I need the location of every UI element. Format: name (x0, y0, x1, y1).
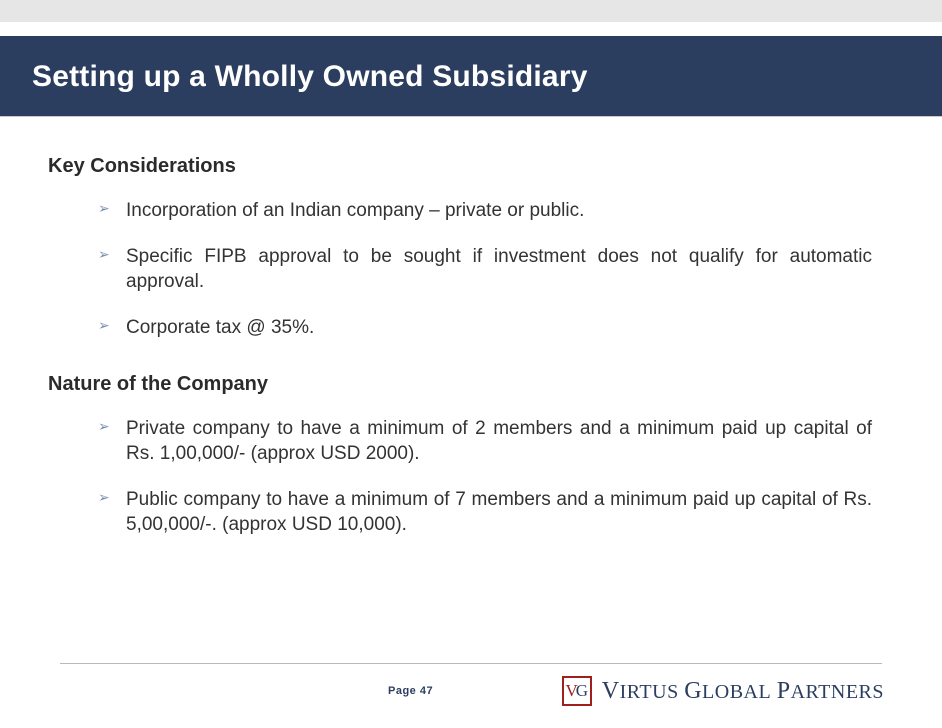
top-gray-bar (0, 0, 942, 22)
bullet-list-1: Incorporation of an Indian company – pri… (98, 198, 872, 341)
content-area: Key Considerations Incorporation of an I… (0, 117, 942, 538)
title-bar: Setting up a Wholly Owned Subsidiary (0, 38, 942, 117)
bullet-item: Public company to have a minimum of 7 me… (98, 487, 872, 538)
logo-badge: VG (562, 676, 592, 706)
logo-letter-g: G (576, 681, 588, 701)
company-name: VIRTUS GLOBAL PARTNERS (602, 678, 884, 705)
page-number: Page 47 (388, 685, 433, 697)
section-heading-1: Key Considerations (48, 155, 882, 178)
bullet-item: Incorporation of an Indian company – pri… (98, 198, 872, 224)
company-logo: VG VIRTUS GLOBAL PARTNERS (562, 676, 884, 706)
bullet-item: Corporate tax @ 35%. (98, 315, 872, 341)
section-heading-2: Nature of the Company (48, 373, 882, 396)
top-spacer (0, 22, 942, 38)
bullet-list-2: Private company to have a minimum of 2 m… (98, 416, 872, 539)
footer-row: Page 47 VG VIRTUS GLOBAL PARTNERS (48, 676, 894, 706)
slide-title: Setting up a Wholly Owned Subsidiary (32, 60, 910, 94)
bullet-item: Specific FIPB approval to be sought if i… (98, 244, 872, 295)
footer: Page 47 VG VIRTUS GLOBAL PARTNERS (0, 663, 942, 706)
footer-divider (60, 663, 882, 664)
bullet-item: Private company to have a minimum of 2 m… (98, 416, 872, 467)
